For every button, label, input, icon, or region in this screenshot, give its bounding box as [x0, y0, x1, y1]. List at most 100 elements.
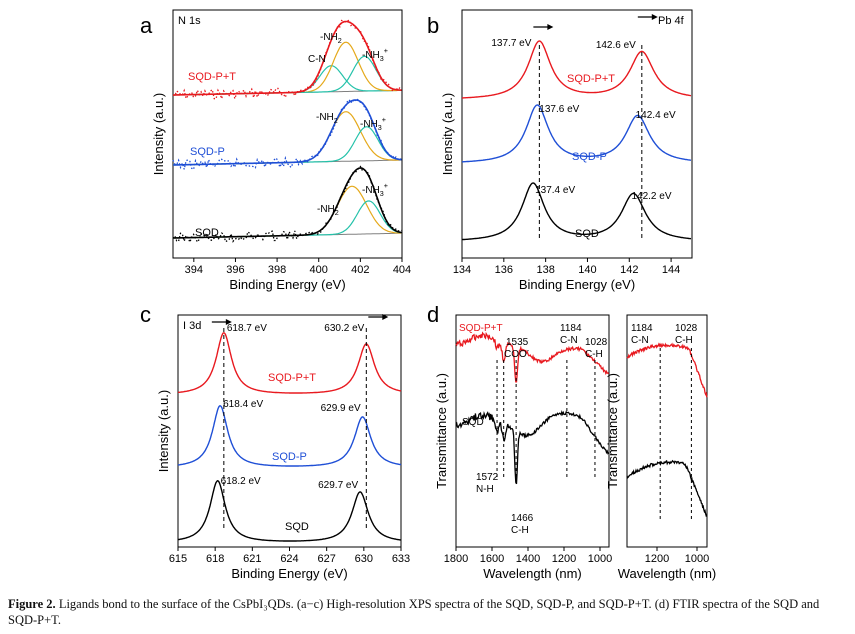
panel-a-xtick-label: 404	[393, 264, 411, 276]
panel-d-inset-annotation-group: C-H	[675, 335, 693, 346]
panel-c-shift-arrowhead	[225, 319, 232, 325]
panel-d-annotation-group: C-H	[585, 349, 603, 360]
panel-a-letter: a	[140, 13, 153, 38]
panel-d-SQD-P+T-label: SQD-P+T	[459, 323, 503, 334]
panel-d-xtick-label: 1000	[588, 553, 612, 565]
panel-a-xtick-label: 398	[268, 264, 286, 276]
panel-d-letter: d	[427, 302, 439, 327]
panel-b-xtick-label: 136	[495, 264, 513, 276]
panel-c-shift-arrowhead	[382, 314, 389, 320]
panel-b-xtick-label: 140	[578, 264, 596, 276]
panel-b-ylabel: Intensity (a.u.)	[440, 93, 455, 175]
panel-a-peak-label: C-N	[308, 54, 326, 65]
panel-d-annotation-group: COO-	[504, 346, 530, 360]
panel-c-peak-label: 618.4 eV	[223, 399, 263, 410]
panel-b-xtick-label: 134	[453, 264, 471, 276]
panel-b-peak-label: 137.7 eV	[491, 38, 531, 49]
panel-d-inset-ylabel: Transmittance (a.u.)	[605, 373, 620, 489]
panel-b-peak-label: 142.4 eV	[636, 110, 676, 121]
caption-text: Ligands bond to the surface of the CsPbI…	[8, 597, 820, 627]
panel-d-inset-annotation-value: 1184	[631, 323, 653, 334]
panel-a-peak-label: -NH3+	[360, 115, 386, 132]
panel-d-SQD-P+T-curve	[455, 331, 610, 383]
panel-a-SQD-fit	[173, 167, 402, 239]
panel-d-ylabel: Transmittance (a.u.)	[434, 373, 449, 489]
panel-c-title: I 3d	[183, 320, 201, 332]
panel-a-SQD-P+T-data	[172, 18, 402, 101]
panel-c-peak-label: 618.2 eV	[221, 476, 261, 487]
panel-d-annotation-value: 1535	[506, 337, 529, 348]
panel-a-SQD-P-label: SQD-P	[190, 146, 225, 158]
panel-d-SQD-curve	[455, 409, 610, 485]
panel-d-annotation-value: 1572	[476, 472, 499, 483]
panel-d-annotation-group: N-H	[476, 484, 494, 495]
panel-c-xtick-label: 633	[392, 553, 410, 565]
panel-c-xtick-label: 618	[206, 553, 224, 565]
panel-b-xtick-label: 138	[536, 264, 554, 276]
panel-c-SQD-P+T-curve	[177, 332, 402, 394]
panel-d-annotation-value: 1466	[511, 513, 534, 524]
panel-c-xtick-label: 624	[280, 553, 298, 565]
panel-c-letter: c	[140, 302, 151, 327]
panel-c-xtick-label: 621	[243, 553, 261, 565]
panel-d-xtick-label: 1600	[480, 553, 504, 565]
panel-d-inset-xlabel: Wavelength (nm)	[618, 566, 717, 581]
panel-b-xlabel: Binding Energy (eV)	[519, 277, 635, 292]
panel-a-xtick-label: 396	[226, 264, 244, 276]
panel-b-xtick-label: 144	[662, 264, 680, 276]
figure-2: 394 396 398 400 402 404 Binding Energy (eV) Int…	[140, 9, 717, 581]
panel-b-SQD-P+T-curve	[461, 40, 692, 99]
panel-c-ylabel: Intensity (a.u.)	[156, 390, 171, 472]
panel-c-peak-label: 629.7 eV	[318, 480, 358, 491]
panel-a-ylabel: Intensity (a.u.)	[151, 93, 166, 175]
panel-b-SQD-P-label: SQD-P	[572, 151, 607, 163]
panel-d-frame	[455, 314, 610, 548]
panel-d-annotation-value: 1184	[560, 323, 582, 334]
panel-b-xtick-label: 142	[620, 264, 638, 276]
panel-c-xtick-label: 630	[355, 553, 373, 565]
panel-d-xtick-label: 1400	[516, 553, 540, 565]
panel-c-SQD-P-label: SQD-P	[272, 451, 307, 463]
panel-c-SQD-P+T-label: SQD-P+T	[268, 372, 316, 384]
panel-a-peak-label: -NH2	[317, 204, 339, 217]
panel-a-xtick-label: 400	[310, 264, 328, 276]
panel-b-SQD-curve	[461, 182, 692, 241]
panel-a-peak-label: -NH3+	[362, 46, 388, 63]
panel-c-xtick-label: 615	[169, 553, 187, 565]
panel-c-peak-label: 618.7 eV	[227, 323, 267, 334]
panel-d-inset-xtick-label: 1200	[645, 553, 669, 565]
panel-c-xtick-label: 627	[317, 553, 335, 565]
panel-a-SQD-data	[172, 165, 402, 244]
panel-b-peak-label: 142.2 eV	[631, 191, 671, 202]
panel-a-peak-label: -NH2	[316, 112, 338, 125]
panel-b-peak-label: 137.4 eV	[535, 185, 575, 196]
panel-c-SQD-label: SQD	[285, 521, 309, 533]
panel-b-peak-label: 142.6 eV	[596, 40, 636, 51]
panel-d-xtick-label: 1200	[552, 553, 576, 565]
panel-a-frame	[172, 9, 403, 259]
panel-d-annotation-group: C-H	[511, 525, 529, 536]
panel-d-inset-SQD-curve	[626, 459, 708, 518]
panel-b-SQD-P+T-label: SQD-P+T	[567, 73, 615, 85]
panel-b-frame	[461, 9, 693, 259]
panel-a-title: N 1s	[178, 15, 201, 27]
panel-a-xtick-label: 394	[185, 264, 203, 276]
panel-b-SQD-label: SQD	[575, 228, 599, 240]
panel-b-letter: b	[427, 13, 439, 38]
panel-c-peak-label: 629.9 eV	[321, 403, 361, 414]
panel-c-SQD-curve	[177, 480, 402, 542]
caption-label: Figure 2.	[8, 597, 56, 611]
panel-a-SQD-label: SQD	[195, 227, 219, 239]
panel-d-inset-xtick-label: 1000	[685, 553, 709, 565]
panel-b-SQD-P-curve	[462, 104, 692, 163]
panel-d-inset-annotation-value: 1028	[675, 323, 698, 334]
panel-b-shift-arrowhead	[651, 14, 658, 20]
panel-c-xlabel: Binding Energy (eV)	[231, 566, 347, 581]
figure-caption: Figure 2. Ligands bond to the surface of…	[8, 596, 848, 628]
panel-d-inset-SQD-P+T-curve	[626, 342, 708, 398]
panel-a-xtick-label: 402	[351, 264, 369, 276]
panel-d-xlabel: Wavelength (nm)	[483, 566, 582, 581]
panel-b-peak-label: 137.6 eV	[539, 104, 579, 115]
panel-d-xtick-label: 1800	[444, 553, 468, 565]
panel-a-peak-label: -NH3+	[362, 181, 388, 198]
